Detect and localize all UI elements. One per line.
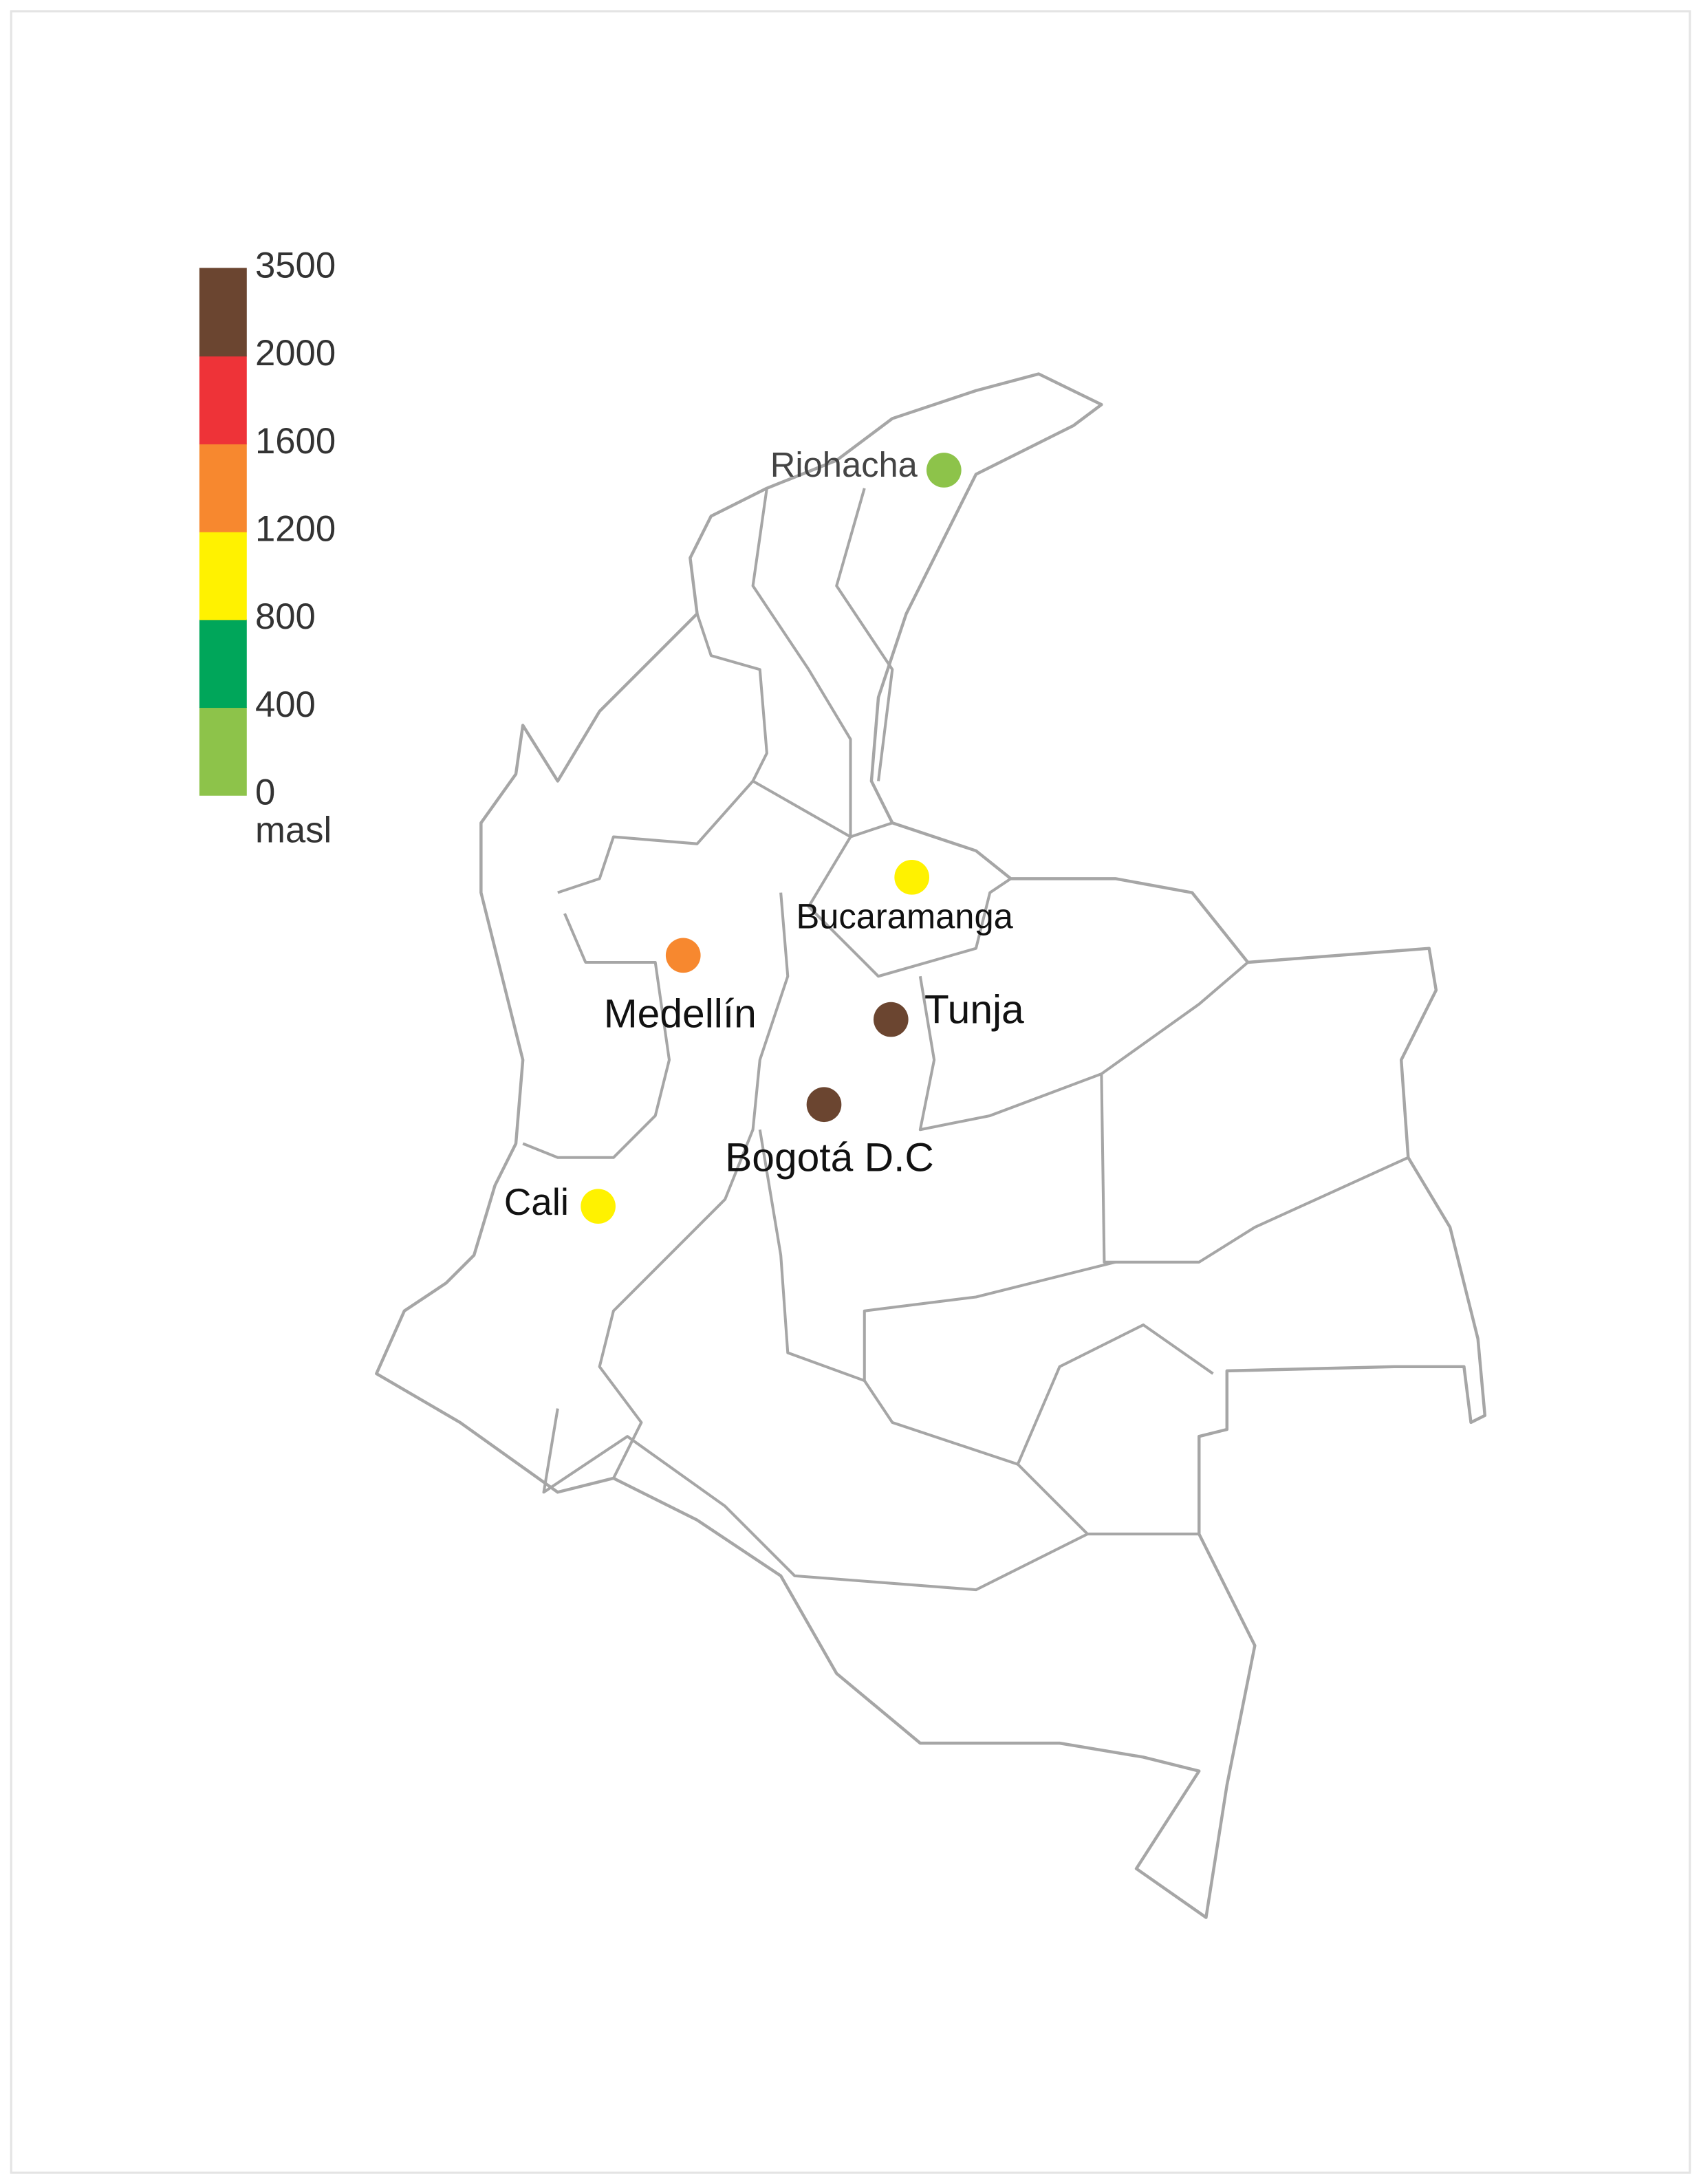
border: [918, 961, 1249, 1132]
city-marker: [894, 859, 930, 895]
border: [751, 488, 852, 837]
city-label: Cali: [504, 1180, 569, 1223]
legend-tick-label: 2000: [255, 333, 336, 374]
city-marker: [581, 1189, 616, 1224]
city-label: Riohacha: [770, 445, 918, 484]
legend-tick-label: 0: [255, 772, 275, 813]
border: [835, 488, 894, 781]
legend-swatch: [199, 443, 247, 532]
border: [1100, 1074, 1409, 1264]
legend-swatch: [199, 531, 247, 620]
legend-swatch: [199, 268, 247, 357]
border: [695, 613, 768, 782]
city-marker: [665, 938, 701, 973]
city-label: Tunja: [924, 987, 1024, 1032]
border: [863, 1323, 1214, 1466]
legend: 0 400 800 1200 1600 2000 3500 masl: [199, 245, 336, 850]
cities: Riohacha Bucaramanga Medellín Tunja Bogotá D…: [504, 445, 1024, 1224]
city-marker: [926, 453, 962, 488]
city-marker: [873, 1002, 909, 1037]
border: [1017, 1463, 1089, 1535]
legend-swatch: [199, 356, 247, 444]
country-outline: [375, 372, 1487, 1919]
legend-tick-label: 3500: [255, 245, 336, 285]
legend-tick-label: 800: [255, 596, 316, 637]
city-label: Medellín: [604, 992, 757, 1037]
border: [598, 892, 790, 1479]
legend-unit: masl: [255, 810, 332, 850]
legend-swatch: [199, 707, 247, 796]
legend-tick-label: 1200: [255, 509, 336, 550]
legend-tick-label: 1600: [255, 421, 336, 462]
border: [542, 1408, 1200, 1592]
border: [522, 913, 671, 1159]
legend-tick-label: 400: [255, 684, 316, 725]
city-marker: [806, 1087, 842, 1123]
city-label: Bucaramanga: [796, 897, 1013, 936]
department-borders: [522, 488, 1409, 1592]
city-label: Bogotá D.C: [725, 1135, 934, 1180]
legend-swatch: [199, 619, 247, 709]
border: [807, 836, 1012, 978]
